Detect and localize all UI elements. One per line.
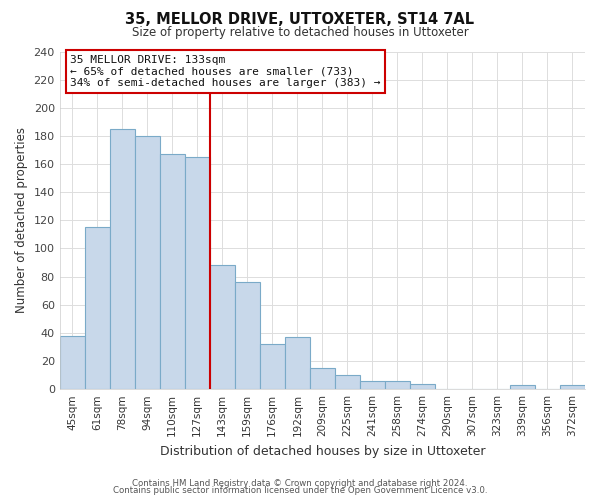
Text: Size of property relative to detached houses in Uttoxeter: Size of property relative to detached ho…: [131, 26, 469, 39]
Bar: [335, 375, 360, 389]
Bar: [360, 380, 385, 389]
Text: 35 MELLOR DRIVE: 133sqm
← 65% of detached houses are smaller (733)
34% of semi-d: 35 MELLOR DRIVE: 133sqm ← 65% of detache…: [70, 55, 380, 88]
Bar: [560, 385, 585, 389]
X-axis label: Distribution of detached houses by size in Uttoxeter: Distribution of detached houses by size …: [160, 444, 485, 458]
Bar: [185, 157, 210, 389]
Bar: [310, 368, 335, 389]
Bar: [135, 136, 160, 389]
Bar: [285, 337, 310, 389]
Bar: [85, 228, 110, 389]
Text: 35, MELLOR DRIVE, UTTOXETER, ST14 7AL: 35, MELLOR DRIVE, UTTOXETER, ST14 7AL: [125, 12, 475, 28]
Y-axis label: Number of detached properties: Number of detached properties: [15, 128, 28, 314]
Bar: [160, 154, 185, 389]
Bar: [260, 344, 285, 389]
Text: Contains HM Land Registry data © Crown copyright and database right 2024.: Contains HM Land Registry data © Crown c…: [132, 478, 468, 488]
Bar: [210, 266, 235, 389]
Bar: [510, 385, 535, 389]
Text: Contains public sector information licensed under the Open Government Licence v3: Contains public sector information licen…: [113, 486, 487, 495]
Bar: [410, 384, 435, 389]
Bar: [59, 336, 85, 389]
Bar: [385, 380, 410, 389]
Bar: [110, 129, 135, 389]
Bar: [235, 282, 260, 389]
